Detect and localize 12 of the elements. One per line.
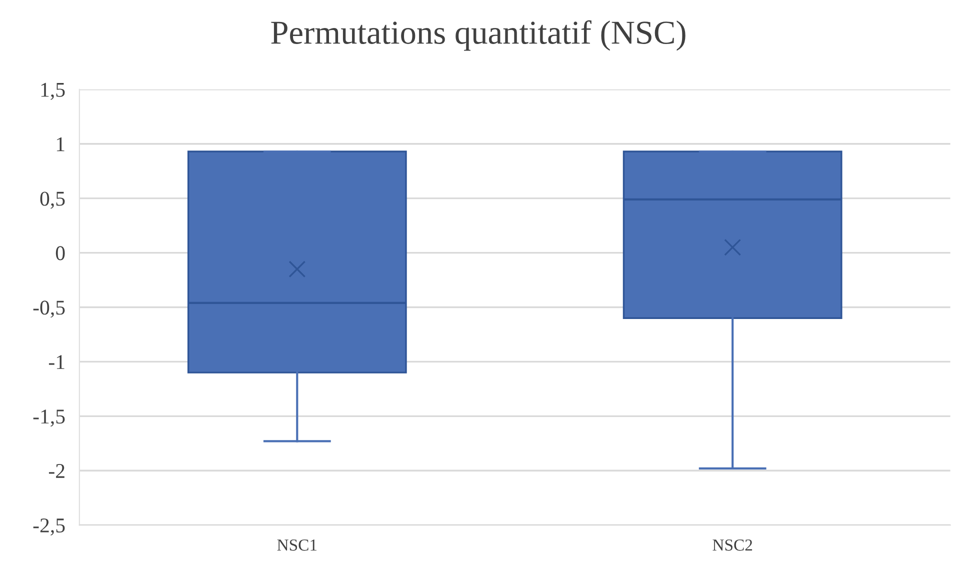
y-tick-label: -1	[48, 355, 64, 369]
y-tick-label: 1,5	[41, 82, 65, 100]
y-tick-label: -0,5	[33, 300, 65, 318]
y-tick-label: 1	[56, 137, 64, 152]
chart-title: Permutations quantitatif (NSC)	[271, 20, 686, 51]
y-tick-label: -2	[48, 464, 64, 478]
y-tick-label: 0,5	[40, 192, 65, 209]
y-tick-label: 0	[56, 246, 65, 260]
x-tick-label: NSC1	[277, 539, 317, 551]
x-tick-label: NSC2	[712, 539, 752, 551]
y-tick-label: -2,5	[33, 518, 65, 536]
y-tick-label: -1,5	[33, 410, 65, 427]
